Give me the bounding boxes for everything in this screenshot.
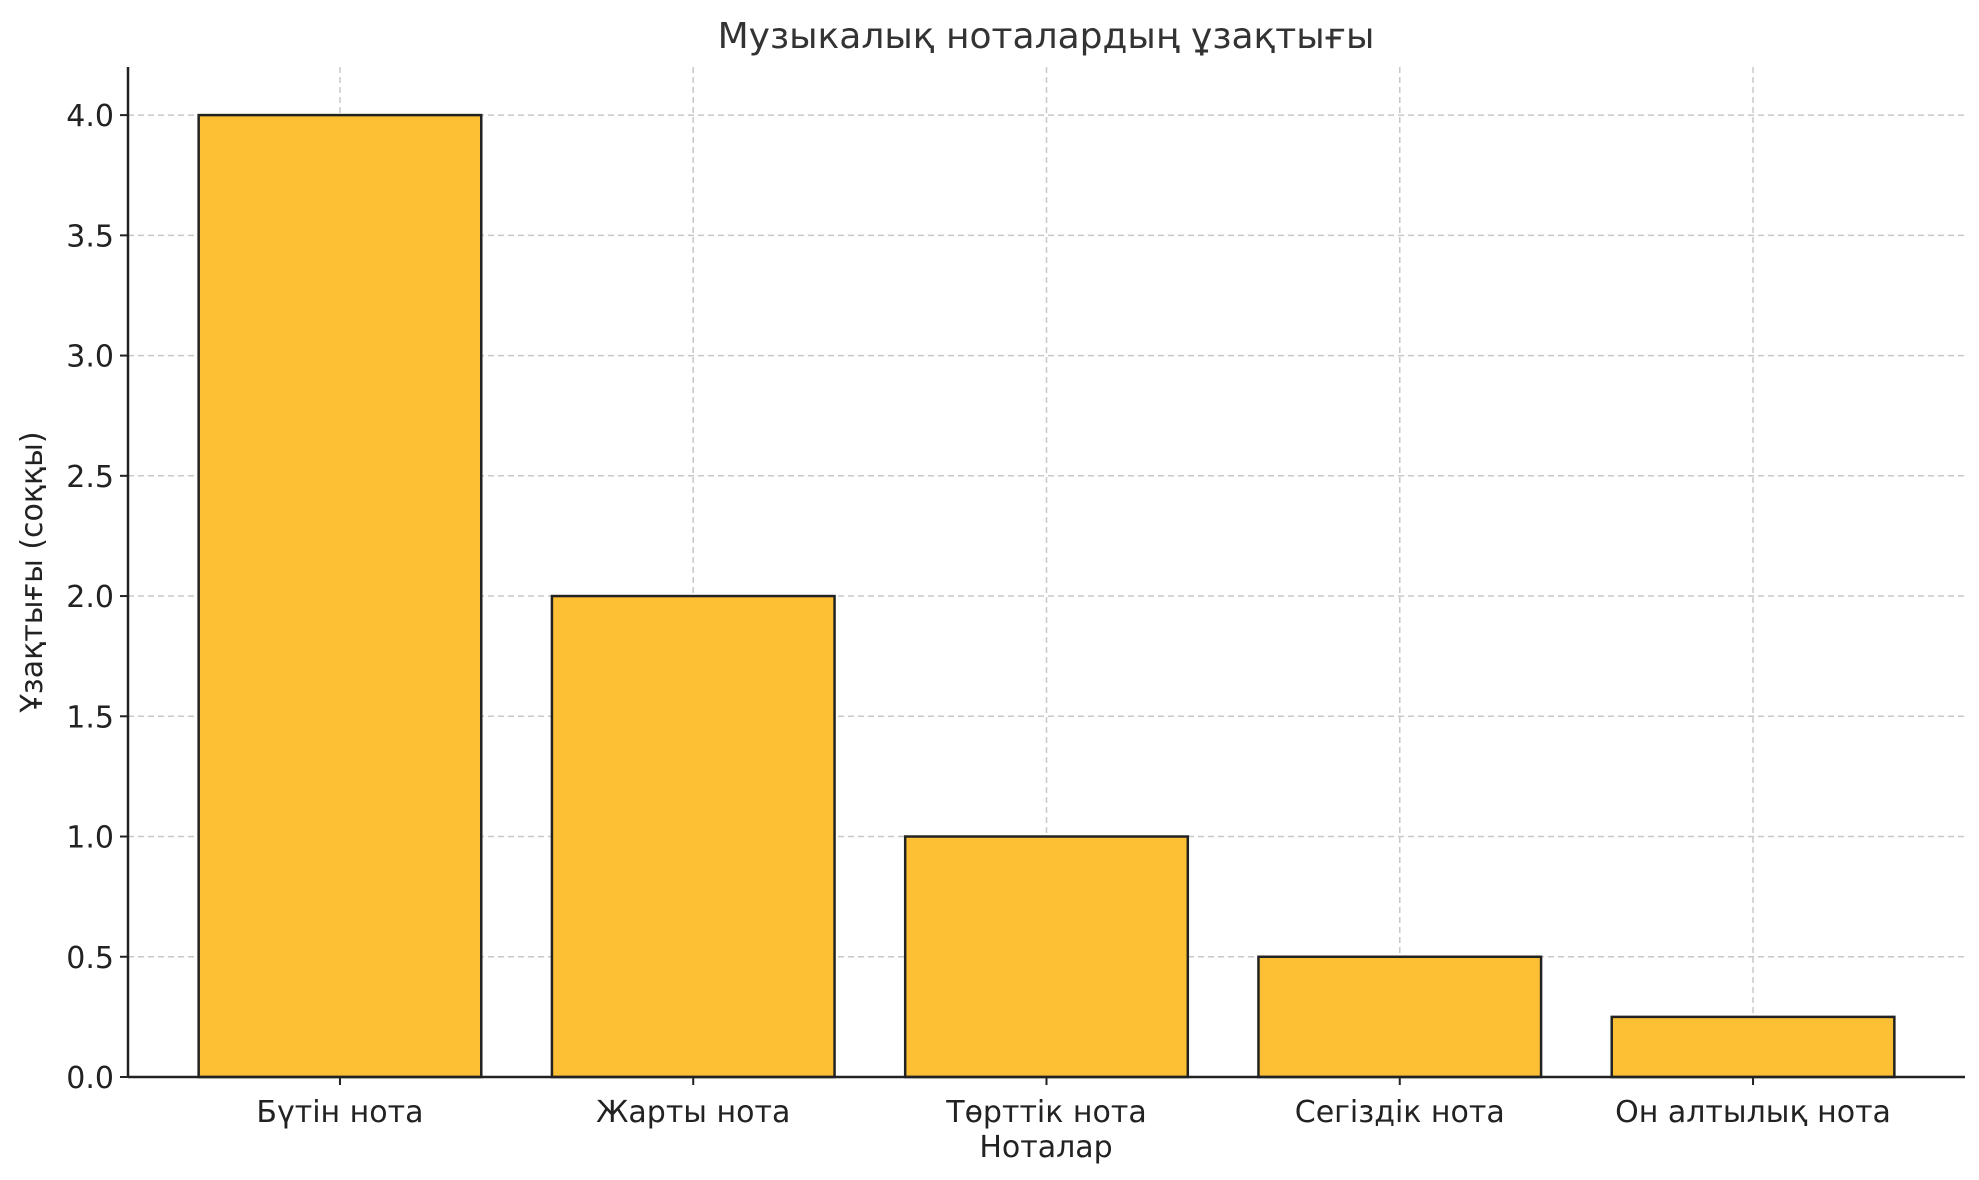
bars (197, 113, 1896, 1079)
bar (903, 835, 1190, 1079)
bar (1257, 955, 1543, 1079)
y-ticks: 0.0 0.5 1.0 1.5 2.0 2.5 3.0 3.5 4.0 (66, 99, 128, 1096)
x-tick-label: Жарты нота (596, 1095, 790, 1130)
bar (197, 113, 483, 1079)
x-tick-label: Сегіздік нота (1295, 1095, 1505, 1130)
bar (550, 594, 836, 1079)
y-tick-label: 2.0 (66, 580, 114, 615)
y-tick-label: 0.0 (66, 1061, 114, 1096)
y-tick-label: 3.0 (66, 340, 114, 375)
x-axis-label: Ноталар (979, 1130, 1112, 1165)
x-tick-label: Төрттік нота (945, 1095, 1147, 1130)
y-tick-label: 0.5 (66, 941, 114, 976)
x-tick-label: Он алтылық нота (1615, 1095, 1891, 1130)
y-tick-label: 1.0 (66, 821, 114, 856)
y-tick-label: 2.5 (66, 460, 114, 495)
x-tick-label: Бүтін нота (256, 1095, 423, 1130)
y-axis-label: Ұзақтығы (соққы) (15, 431, 50, 713)
y-tick-label: 1.5 (66, 700, 114, 735)
bar (1610, 1015, 1896, 1079)
x-ticks: Бүтін нота Жарты нота Төрттік нота Сегіздік… (256, 1077, 1891, 1130)
y-tick-label: 4.0 (66, 99, 114, 134)
y-tick-label: 3.5 (66, 219, 114, 254)
chart-title: Музыкалық ноталардың ұзақтығы (718, 16, 1375, 57)
